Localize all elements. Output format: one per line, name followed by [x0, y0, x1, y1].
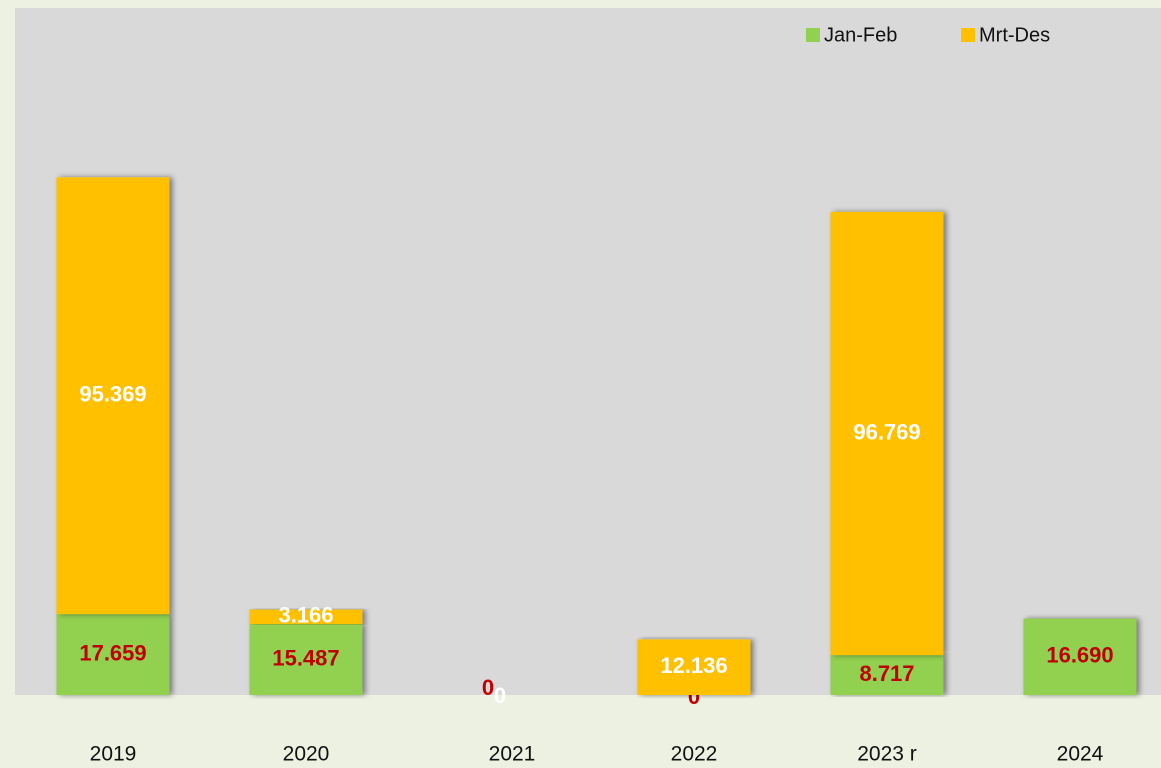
plot-area	[15, 8, 1161, 695]
bar-segment	[249, 624, 363, 695]
data-label: 16.690	[1046, 643, 1113, 668]
legend-swatch	[961, 28, 975, 42]
x-tick-label: 2020	[283, 743, 330, 766]
bar-segment	[56, 614, 170, 695]
x-tick-label: 2019	[90, 743, 137, 766]
data-label: 0	[494, 683, 506, 708]
data-label: 0	[482, 675, 494, 700]
x-tick-label: 2024	[1057, 743, 1104, 766]
bar-segment	[56, 177, 170, 615]
x-tick-label: 2023 r	[857, 743, 917, 766]
bar-segment	[1023, 618, 1137, 695]
bar-segment	[830, 211, 944, 656]
legend-swatch	[806, 28, 820, 42]
bar-segment	[249, 609, 363, 625]
data-label: 12.136	[660, 653, 727, 678]
data-label: 3.166	[278, 603, 333, 628]
data-label: 95.369	[79, 382, 146, 407]
bar-segment	[830, 655, 944, 695]
data-label: 96.769	[853, 419, 920, 444]
data-label: 15.487	[272, 645, 339, 670]
legend-label: Mrt-Des	[979, 24, 1050, 46]
data-label: 17.659	[79, 640, 146, 665]
bar-segment	[637, 639, 751, 695]
data-label: 8.717	[859, 661, 914, 686]
x-tick-label: 2021	[489, 743, 536, 766]
x-tick-label: 2022	[671, 743, 718, 766]
legend-label: Jan-Feb	[824, 24, 897, 46]
